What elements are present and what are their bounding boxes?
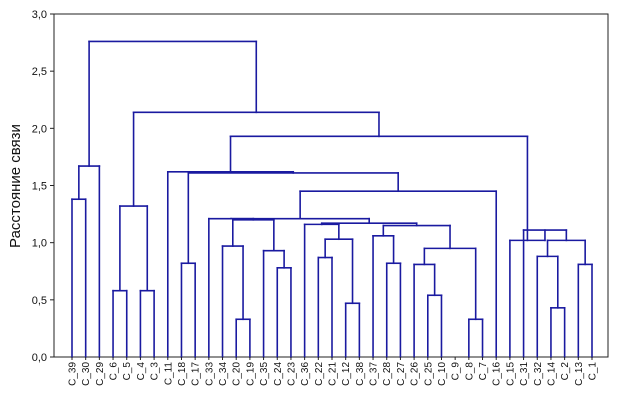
leaf-label: C_13 xyxy=(574,362,585,386)
y-tick-label: 2,0 xyxy=(32,123,47,135)
leaf-label: C_38 xyxy=(355,362,366,386)
y-tick-label: 0,0 xyxy=(32,352,47,364)
leaf-label: C_15 xyxy=(505,362,516,386)
leaf-label: C_27 xyxy=(396,362,407,386)
leaf-label: C_10 xyxy=(437,362,448,386)
y-tick-label: 1,5 xyxy=(32,181,47,193)
leaf-label: C_11 xyxy=(163,362,174,386)
leaf-label: C_17 xyxy=(191,362,202,386)
leaf-label: C_25 xyxy=(423,362,434,386)
leaf-label: C_12 xyxy=(341,362,352,386)
leaf-label: C_14 xyxy=(546,362,557,386)
leaf-label: C_9 xyxy=(451,362,462,381)
leaf-label: C_20 xyxy=(232,362,243,386)
y-tick-label: 3,0 xyxy=(32,9,47,21)
leaf-label: C_7 xyxy=(478,362,489,381)
leaf-label: C_6 xyxy=(109,362,120,381)
leaf-label: C_30 xyxy=(81,362,92,386)
leaf-label: C_3 xyxy=(150,362,161,381)
leaf-label: C_34 xyxy=(218,362,229,386)
leaf-label: C_18 xyxy=(177,362,188,386)
leaf-label: C_32 xyxy=(533,362,544,386)
leaf-label: C_35 xyxy=(259,362,270,386)
leaf-label: C_28 xyxy=(382,362,393,386)
leaf-label: C_39 xyxy=(68,362,79,386)
leaf-label: C_4 xyxy=(136,362,147,381)
leaf-label: C_26 xyxy=(410,362,421,386)
leaf-label: C_29 xyxy=(95,362,106,386)
y-axis: 0,0 0,5 1,0 1,5 2,0 2,5 3,0 xyxy=(32,9,54,364)
leaf-label: C_23 xyxy=(286,362,297,386)
plot-frame xyxy=(53,13,609,358)
leaf-label: C_5 xyxy=(122,362,133,381)
leaf-label: C_37 xyxy=(369,362,380,386)
leaf-label: C_8 xyxy=(464,362,475,381)
leaf-label: C_31 xyxy=(519,362,530,386)
dendrogram-links xyxy=(71,40,593,358)
leaf-label: C_24 xyxy=(273,362,284,386)
leaf-labels: C_39 C_30 C_29 C_6 C_5 C_4 C_3 C_11 C_18 C_17 C_33… xyxy=(68,357,599,386)
y-tick-label: 2,5 xyxy=(32,66,47,78)
y-tick-label: 0,5 xyxy=(32,295,47,307)
leaf-label: C_2 xyxy=(560,362,571,381)
leaf-label: C_1 xyxy=(588,362,599,381)
leaf-label: C_16 xyxy=(492,362,503,386)
leaf-label: C_36 xyxy=(300,362,311,386)
leaf-label: C_19 xyxy=(245,362,256,386)
leaf-label: C_33 xyxy=(204,362,215,386)
y-axis-label: Расстояние связи xyxy=(7,124,24,248)
leaf-label: C_21 xyxy=(328,362,339,386)
y-tick-label: 1,0 xyxy=(32,238,47,250)
leaf-label: C_22 xyxy=(314,362,325,386)
